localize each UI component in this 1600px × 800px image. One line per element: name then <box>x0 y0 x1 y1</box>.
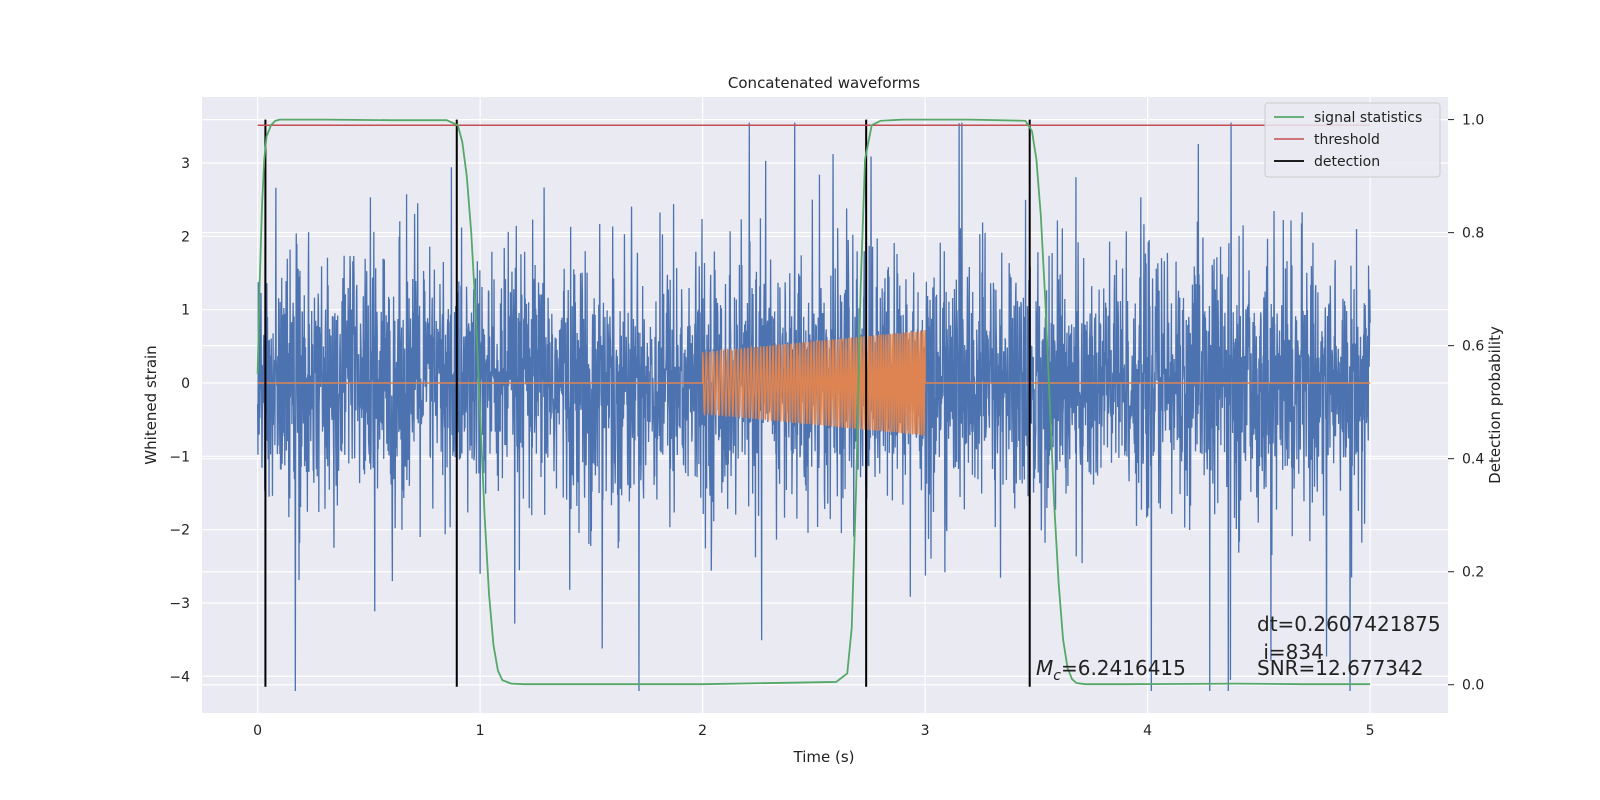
y-tick-label: 2 <box>181 229 190 245</box>
x-tick-label: 2 <box>698 723 707 739</box>
chart-title: Concatenated waveforms <box>728 74 920 92</box>
template-series-line <box>257 330 1371 436</box>
chirp-mass-subscript: c <box>1053 668 1061 684</box>
x-axis-label: Time (s) <box>793 748 855 766</box>
detection-lines <box>264 119 1031 687</box>
y2-tick-label: 0.2 <box>1462 565 1484 581</box>
y-tick-label: 0 <box>181 376 190 392</box>
legend-signal-statistics-label: signal statistics <box>1314 110 1422 126</box>
x-tick-label: 5 <box>1366 723 1375 739</box>
legend-box <box>1264 102 1441 178</box>
y-tick-label: −1 <box>169 449 190 465</box>
x-tick-label: 0 <box>253 723 262 739</box>
signal-statistics-series-line <box>256 118 1371 686</box>
y2-tick-label: 0.4 <box>1462 452 1484 468</box>
y-tick-label: −2 <box>169 523 190 539</box>
y-tick-label: 3 <box>181 156 190 172</box>
y-tick-label: −3 <box>169 596 190 612</box>
y-tick-label: −4 <box>169 669 190 685</box>
chirp-mass-value: =6.2416415 <box>1061 656 1186 680</box>
strain-series-line <box>256 122 1371 692</box>
y-axis-label: Whitened strain <box>142 345 160 464</box>
y2-axis-label: Detection probability <box>1486 326 1504 484</box>
y2-axis-ticks: 0.0 0.2 0.4 0.6 0.8 1.0 <box>1448 113 1484 694</box>
x-tick-label: 1 <box>476 723 485 739</box>
x-tick-label: 4 <box>1143 723 1152 739</box>
x-tick-label: 3 <box>921 723 930 739</box>
chirp-mass-symbol: M <box>1036 656 1053 680</box>
y2-tick-label: 0.8 <box>1462 226 1484 242</box>
index-annotation: i=834 <box>1257 640 1324 664</box>
dt-annotation: dt=0.2607421875 <box>1257 612 1441 636</box>
x-axis-ticks: 0 1 2 3 4 5 <box>253 723 1374 739</box>
annotations: Mc=6.2416415 dt=0.2607421875 i=834 SNR=1… <box>1036 612 1441 684</box>
legend-detection-label: detection <box>1314 154 1380 170</box>
snr-annotation: SNR=12.677342 <box>1257 656 1423 680</box>
y2-tick-label: 0.6 <box>1462 339 1484 355</box>
y2-tick-label: 1.0 <box>1462 113 1484 129</box>
y-axis-ticks: −4 −3 −2 −1 0 1 2 3 <box>169 156 190 685</box>
legend-threshold-label: threshold <box>1314 132 1380 148</box>
y2-tick-label: 0.0 <box>1462 678 1484 694</box>
legend: signal statistics threshold detection <box>1264 102 1441 178</box>
y-tick-label: 1 <box>181 303 190 319</box>
chirp-mass-annotation: Mc=6.2416415 <box>1036 656 1186 684</box>
